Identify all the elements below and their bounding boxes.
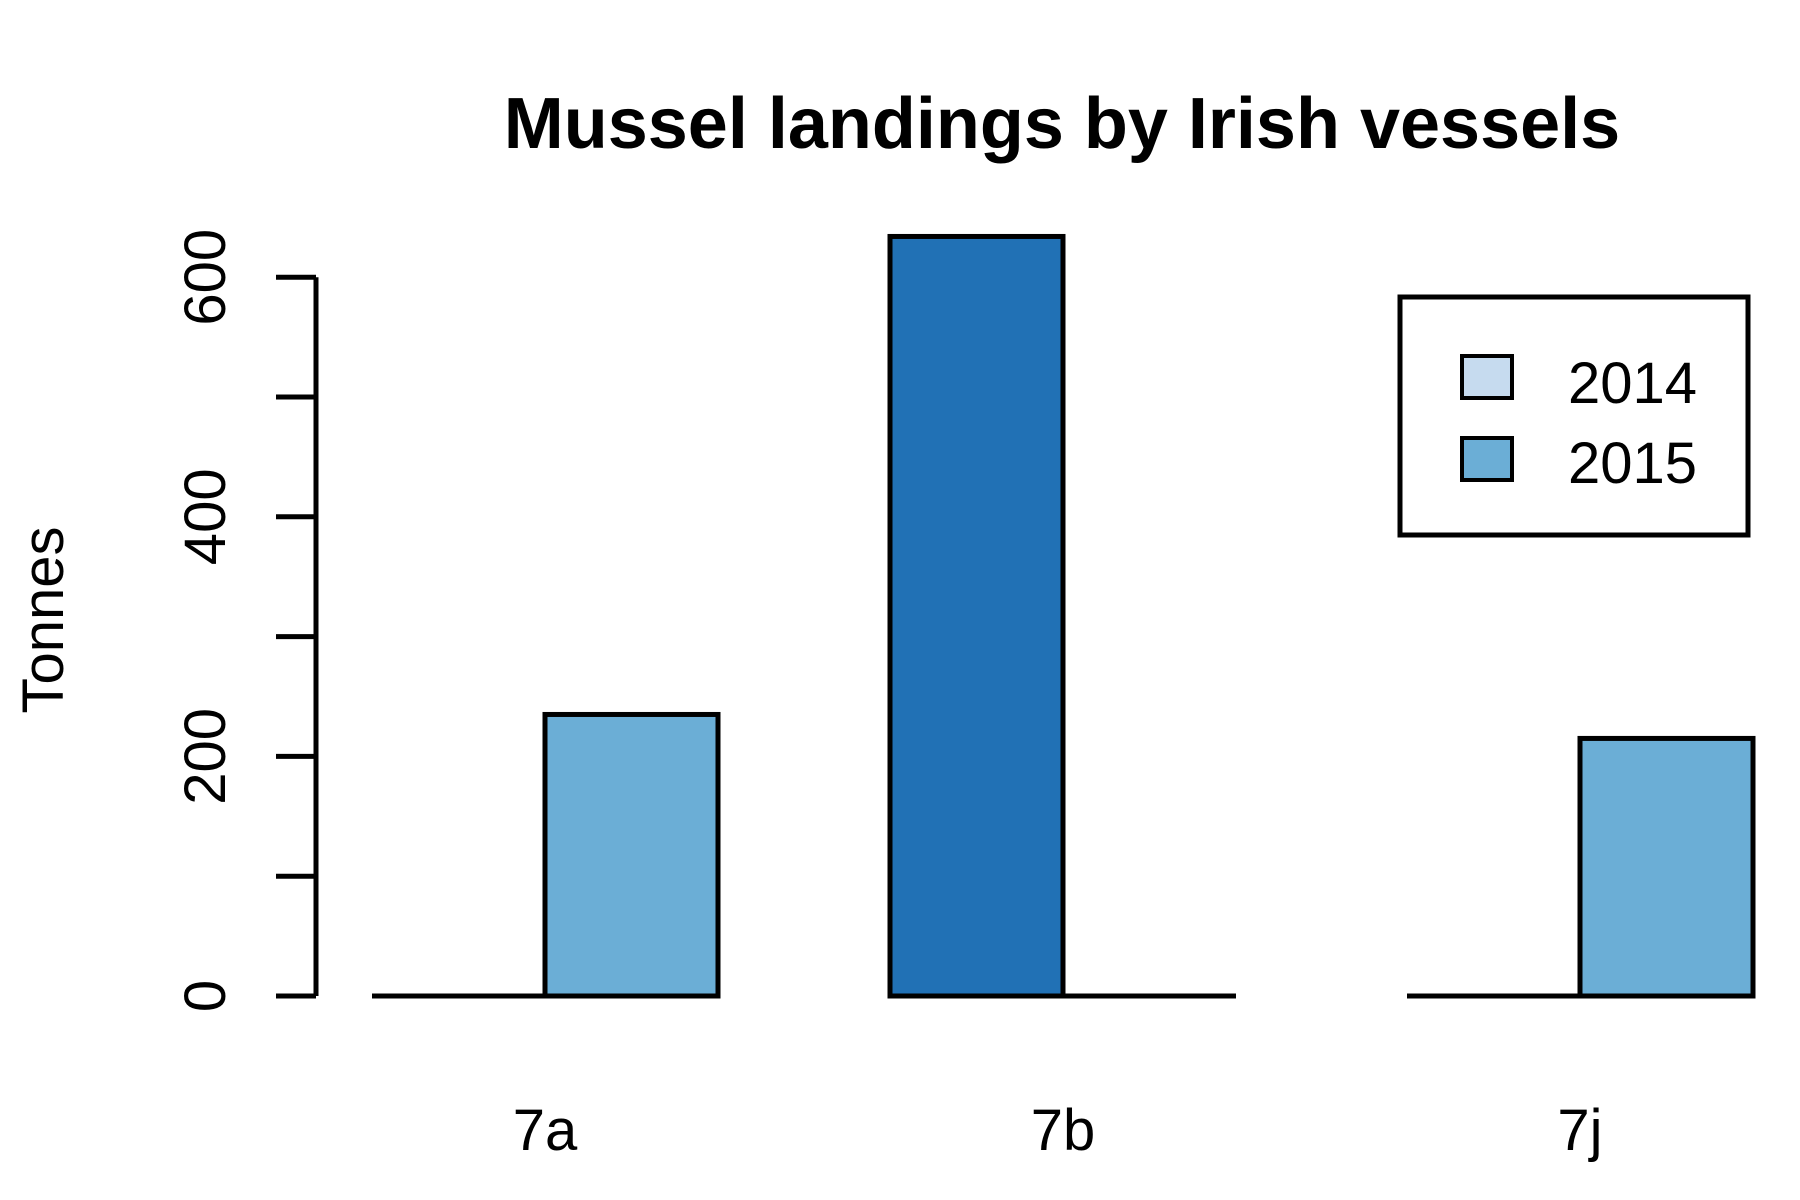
bar-7b-2014 — [887, 233, 1066, 999]
y-tick-label: 600 — [173, 229, 238, 326]
bars — [542, 233, 1756, 999]
bar-7j-2015 — [1577, 735, 1756, 999]
y-axis: 0 200 400 600 — [173, 229, 319, 1012]
legend-label-2015: 2015 — [1568, 431, 1697, 496]
y-tick-label: 200 — [173, 708, 238, 805]
legend-label-2014: 2014 — [1568, 351, 1697, 416]
legend-swatch-2015 — [1460, 436, 1514, 482]
x-tick-label: 7b — [1031, 1098, 1096, 1163]
legend: 2014 2015 — [1397, 294, 1751, 538]
x-tick-label: 7a — [513, 1098, 578, 1163]
legend-swatch-2014 — [1460, 354, 1514, 400]
y-tick-label: 400 — [173, 468, 238, 565]
y-tick-label: 0 — [173, 980, 238, 1012]
x-axis-labels: 7a 7b 7j — [513, 1098, 1603, 1163]
y-axis-label: Tonnes — [11, 526, 76, 713]
chart-title: Mussel landings by Irish vessels — [504, 84, 1620, 164]
x-tick-label: 7j — [1557, 1098, 1602, 1163]
legend-box — [1397, 294, 1751, 538]
bar-7a-2015 — [542, 711, 721, 999]
